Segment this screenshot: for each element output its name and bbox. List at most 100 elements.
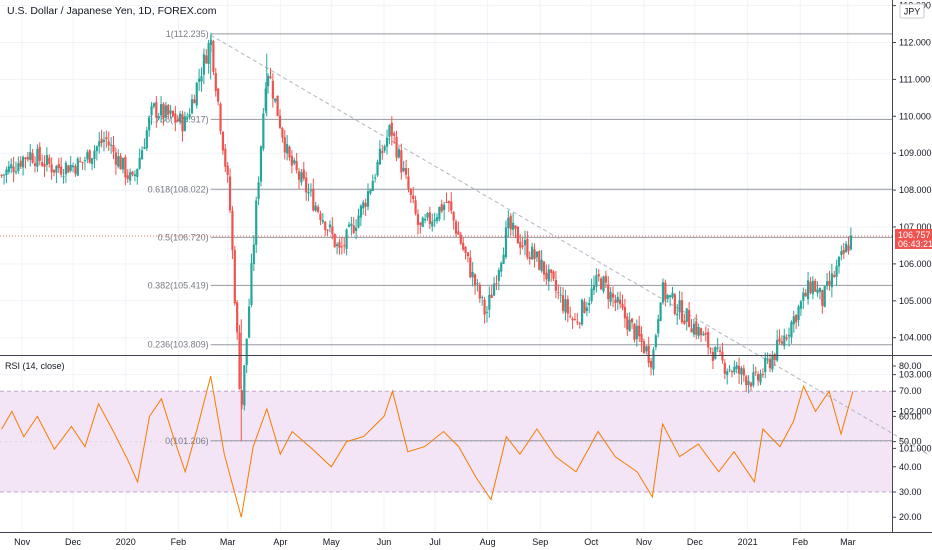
candle-body (88, 150, 91, 163)
candle-body (733, 366, 736, 373)
candle-body (516, 227, 519, 244)
y-tick-label: 112.000 (899, 38, 931, 48)
candle-body (535, 251, 538, 258)
candle-body (764, 357, 767, 373)
candle-body (300, 172, 303, 183)
trendline-layer[interactable] (210, 34, 931, 456)
candle-body (71, 165, 75, 168)
candle-body (842, 249, 845, 254)
candle-body (688, 310, 691, 327)
trendline[interactable] (210, 34, 931, 456)
candle-body (419, 222, 422, 226)
fib-level-label: 1(112.235) (166, 29, 209, 39)
candle-body (728, 369, 731, 371)
candle-body (269, 76, 272, 79)
candle-body (583, 301, 586, 313)
candle-body (174, 113, 177, 122)
candle-body (714, 347, 717, 360)
candle-body (778, 338, 781, 342)
candle-body (718, 350, 722, 352)
candle-body (502, 254, 505, 264)
candle-body (661, 282, 665, 303)
candle-body (542, 261, 546, 275)
candle-body (281, 127, 284, 138)
candle-body (26, 156, 29, 160)
candle-body (150, 105, 153, 116)
y-tick-label: 105.000 (899, 296, 932, 306)
candle-body (792, 316, 795, 325)
candle-body (716, 347, 719, 349)
candle-body (338, 242, 341, 248)
fib-level-label: 0.382(105.419) (148, 280, 209, 290)
candle-body (521, 245, 524, 247)
candle-body (307, 191, 310, 194)
candle-body (492, 283, 496, 296)
candle-body (840, 251, 843, 255)
candle-body (566, 299, 569, 314)
candle-body (592, 285, 596, 291)
candle-body (50, 164, 53, 173)
candle-body (259, 146, 263, 182)
candle-body (757, 374, 760, 381)
y-tick-label: 111.000 (899, 74, 930, 84)
candle-body (654, 335, 657, 348)
candle-body (683, 320, 686, 324)
candle-body (167, 105, 170, 115)
candle-body (497, 270, 500, 281)
candle-body (519, 241, 522, 248)
candle-body (371, 180, 374, 191)
candle-body (776, 339, 779, 361)
candle-body (288, 146, 291, 158)
candle-body (14, 171, 18, 173)
candle-body (340, 246, 343, 248)
candle-body (488, 294, 491, 310)
candle-body (110, 144, 113, 146)
candle-body (107, 141, 110, 146)
candle-body (835, 265, 838, 277)
candle-body (95, 146, 98, 152)
candle-body (745, 376, 748, 386)
candle-body (369, 189, 372, 194)
candle-body (143, 147, 146, 149)
rsi-y-tick-label: 50.00 (899, 437, 922, 447)
candle-body (642, 341, 646, 354)
candle-body (219, 103, 222, 131)
x-tick-label: Aug (480, 537, 496, 547)
candle-body (428, 212, 431, 224)
candle-body (450, 201, 453, 211)
candle-body (385, 137, 389, 147)
candle-body (481, 296, 484, 298)
candle-body (393, 133, 396, 136)
candle-body (576, 321, 579, 323)
candle-body (331, 226, 334, 234)
candle-body (402, 168, 405, 172)
candle-body (312, 188, 315, 211)
candle-body (507, 217, 510, 229)
candle-body (164, 105, 167, 118)
candle-body (500, 262, 503, 272)
x-tick-label: Feb (171, 537, 187, 547)
candle-body (443, 204, 446, 211)
candle-body (207, 42, 210, 64)
candle-body (652, 349, 655, 370)
candle-body (76, 158, 79, 176)
y-tick-label: 110.000 (899, 111, 931, 121)
candle-body (283, 137, 286, 153)
candle-body (588, 303, 591, 306)
candle-body (345, 229, 348, 249)
candle-body (699, 328, 703, 336)
currency-badge[interactable]: JPY (899, 3, 925, 19)
price-badge-price: 106.757 (898, 230, 931, 240)
candle-body (623, 306, 627, 319)
candle-body (657, 319, 660, 334)
chart-title: U.S. Dollar / Japanese Yen, 1D, FOREX.co… (7, 5, 217, 17)
candle-body (45, 154, 48, 165)
candle-body (664, 282, 667, 300)
candle-body (214, 73, 217, 92)
candle-body (695, 321, 698, 335)
candle-body (205, 55, 208, 64)
candle-body (93, 150, 96, 159)
candle-body (597, 273, 600, 277)
candle-body (324, 221, 327, 230)
